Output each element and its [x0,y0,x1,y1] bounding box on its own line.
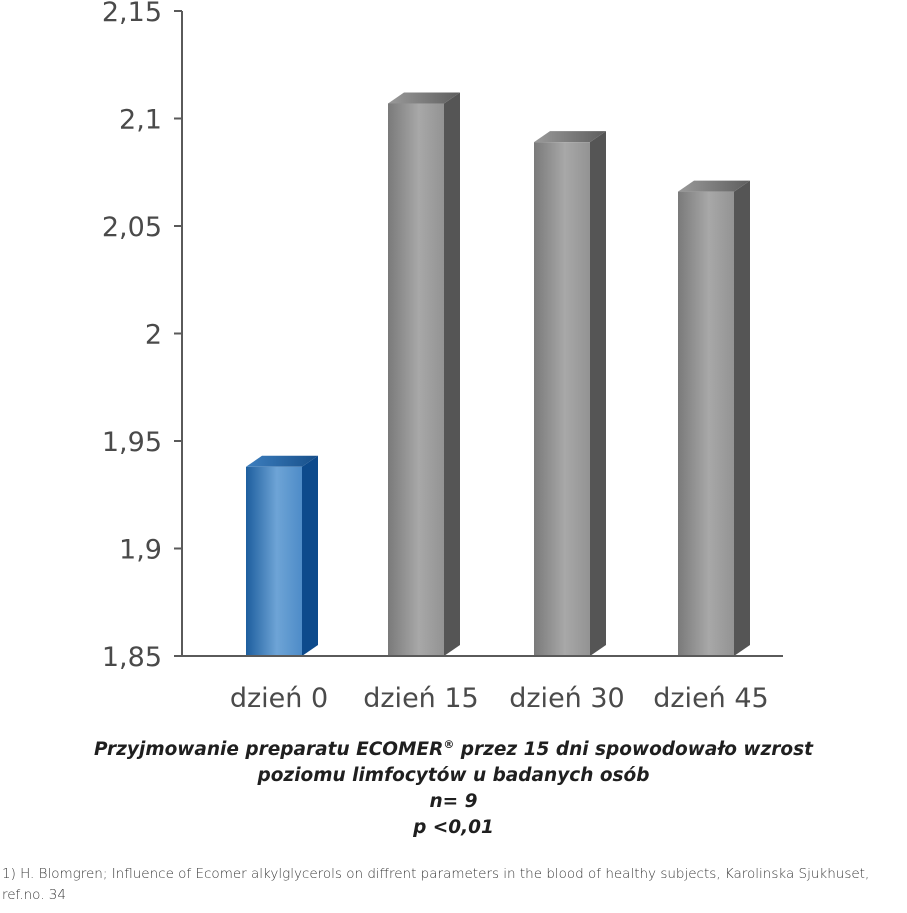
bar-1 [246,455,318,656]
bar-front-face [246,466,302,656]
y-tick-label: 2 [145,320,162,351]
chart-caption: Przyjmowanie preparatu ECOMER® przez 15 … [0,732,907,841]
bar-front-face [534,142,590,656]
bar-top-face [678,180,750,192]
bar-top-face [388,92,460,104]
x-category-label: dzień 45 [653,683,768,714]
bar-top-face [246,455,318,467]
caption-line-2: poziomu limfocytów u badanych osób [257,765,650,787]
y-axis: 1,85 1,9 1,95 2 2,05 2,1 2,15 [102,0,183,673]
bar-top-face [534,131,606,143]
bar-side-face [590,131,606,656]
y-tick-label: 2,15 [102,0,162,28]
y-tick-label: 1,95 [102,427,162,458]
y-tick-label: 1,9 [119,535,162,566]
footnote-reference: 1) H. Blomgren; Influence of Ecomer alky… [2,866,870,903]
x-axis: dzień 0 dzień 15 dzień 30 dzień 45 [182,655,783,714]
caption-p-value: p <0,01 [413,817,494,839]
y-tick-label: 2,1 [119,105,162,136]
bar-front-face [388,103,444,656]
bar-4 [678,180,750,656]
bars [246,92,750,656]
bar-front-face [678,191,734,656]
bar-side-face [302,455,318,656]
y-tick-label: 2,05 [102,212,162,243]
x-category-label: dzień 30 [509,683,624,714]
caption-line-1: Przyjmowanie preparatu ECOMER® przez 15 … [94,738,813,761]
y-tick-label: 1,85 [102,642,162,673]
caption-sample-size: n= 9 [429,791,478,813]
bar-3 [534,131,606,656]
bar-2 [388,92,460,656]
x-category-label: dzień 15 [363,683,478,714]
bar-side-face [734,180,750,656]
bar-side-face [444,92,460,656]
x-category-label: dzień 0 [230,683,328,714]
